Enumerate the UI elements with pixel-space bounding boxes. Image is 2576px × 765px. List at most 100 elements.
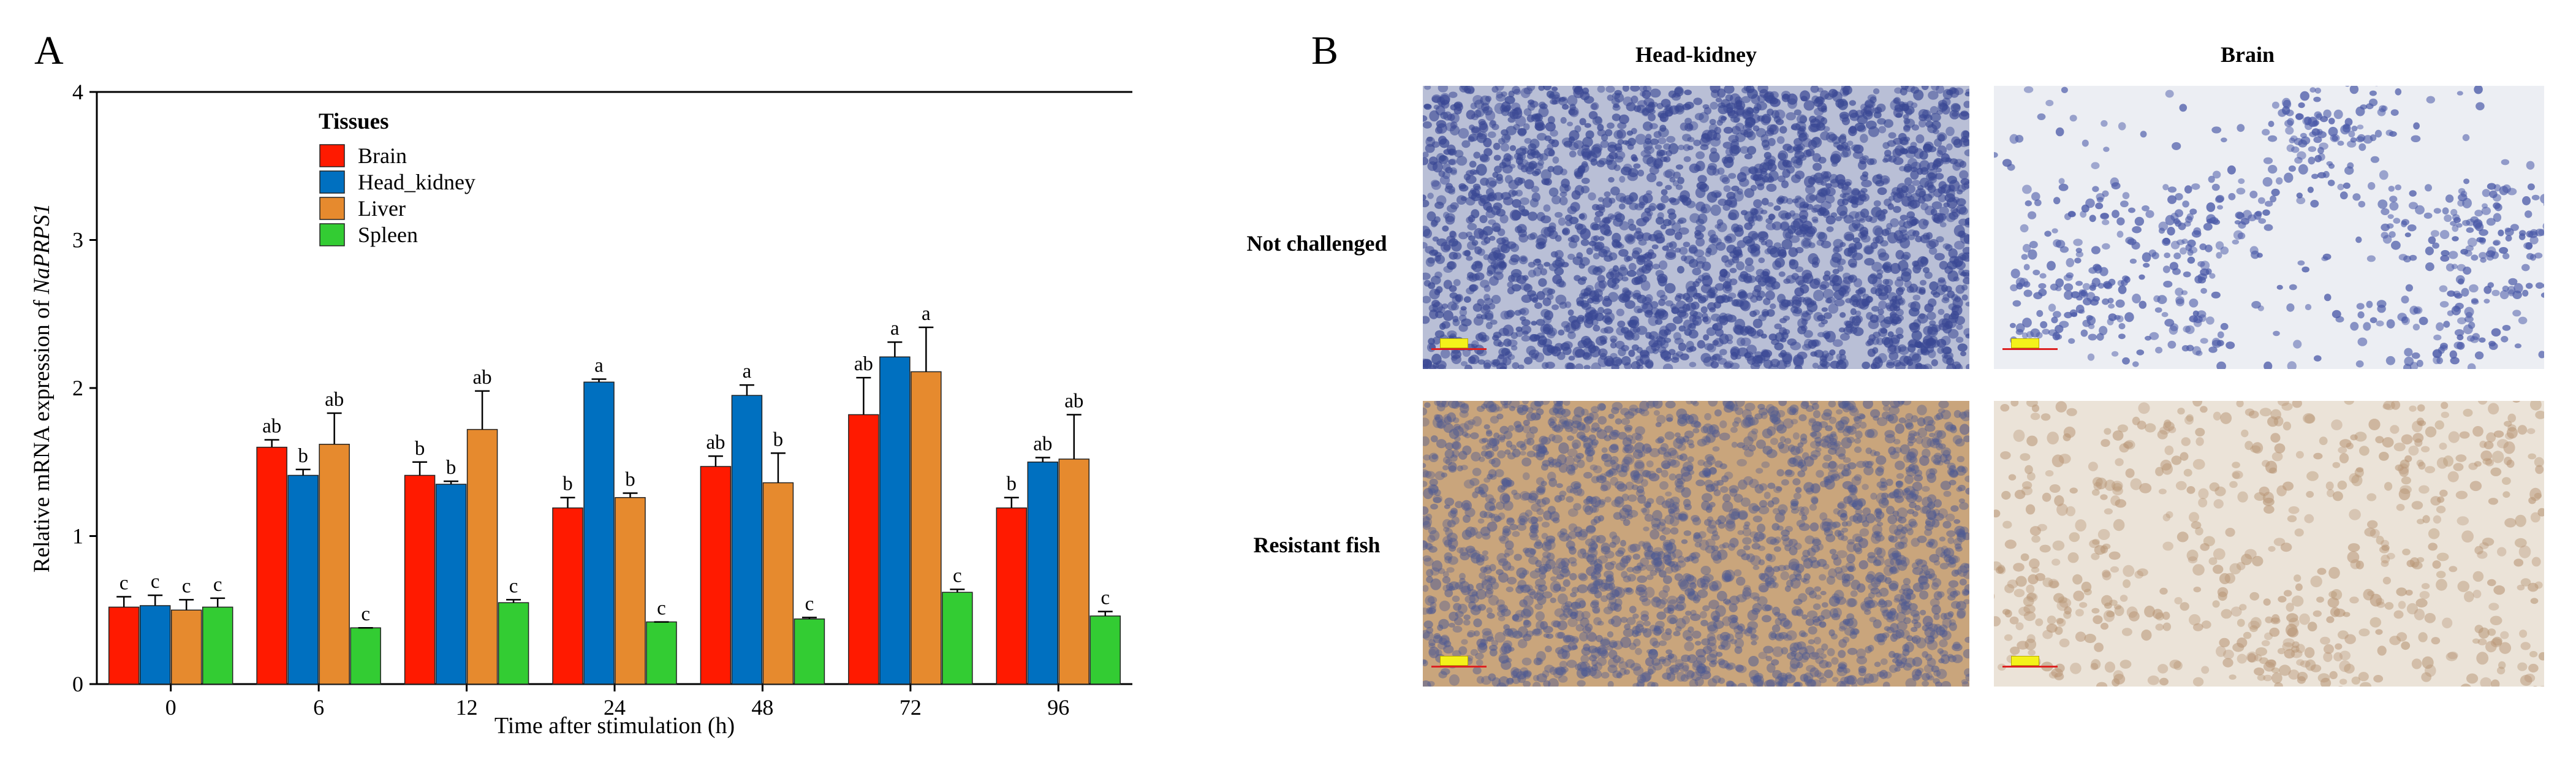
tissue-texture <box>1994 401 2544 687</box>
bar-liver <box>170 609 202 685</box>
significance-label: ab <box>706 432 725 454</box>
legend-swatch-brain <box>319 144 345 167</box>
bar-liver <box>1058 459 1090 685</box>
x-tick-label: 96 <box>1047 695 1069 720</box>
significance-label: a <box>594 355 604 377</box>
legend-swatch-head_kidney <box>319 170 345 194</box>
y-tick-label: 1 <box>72 524 83 549</box>
y-tick-label: 3 <box>72 228 83 253</box>
bar-spleen <box>498 602 529 685</box>
bar-liver <box>319 444 350 685</box>
significance-label: c <box>213 574 222 596</box>
significance-label: c <box>361 603 370 625</box>
x-tick-label: 24 <box>604 695 626 720</box>
significance-label: ab <box>325 389 344 411</box>
row-label-not-challenged: Not challenged <box>1246 231 1387 256</box>
bar-brain <box>996 507 1028 685</box>
significance-label: c <box>657 598 666 620</box>
micrograph-brain-resistant <box>1994 401 2544 687</box>
bar-spleen <box>350 627 381 685</box>
bar-brain <box>108 606 140 685</box>
significance-label: b <box>773 428 784 451</box>
bar-liver <box>762 482 794 685</box>
scale-bar <box>1440 338 1468 348</box>
scale-bar <box>1440 656 1468 666</box>
significance-label: c <box>1100 587 1110 609</box>
legend-swatch-liver <box>319 197 345 220</box>
scale-line <box>2002 348 2058 350</box>
tissue-texture <box>1423 86 1969 369</box>
significance-label: ab <box>1064 390 1083 412</box>
legend-label-brain: Brain <box>358 143 407 168</box>
bar-head_kidney <box>731 395 763 685</box>
bar-head_kidney <box>287 474 319 685</box>
legend-label-liver: Liver <box>358 196 406 221</box>
panel-a-label: A <box>34 28 64 73</box>
significance-label: c <box>805 593 814 615</box>
bar-brain <box>256 446 287 685</box>
y-axis-label: Relative mRNA expression of NaPRPS1 <box>29 204 55 573</box>
bar-head_kidney <box>1027 462 1059 685</box>
significance-label: c <box>509 575 518 597</box>
bar-spleen <box>794 618 825 685</box>
tissue-texture <box>1994 86 2544 369</box>
significance-label: ab <box>1033 433 1052 455</box>
significance-label: a <box>890 318 900 340</box>
y-tick-label: 4 <box>72 80 83 104</box>
scale-line <box>1431 666 1487 668</box>
bar-head_kidney <box>139 605 171 685</box>
tissue-texture <box>1423 401 1969 687</box>
bar-brain <box>848 414 879 685</box>
bar-spleen <box>942 592 973 685</box>
panel-b-label: B <box>1311 28 1339 73</box>
x-axis-label: Time after stimulation (h) <box>494 713 735 739</box>
x-tick-label: 72 <box>900 695 922 720</box>
micrograph-head-kidney-not-challenged <box>1423 86 1969 369</box>
bar-brain <box>552 507 583 685</box>
micrograph-brain-not-challenged <box>1994 86 2544 369</box>
bar-spleen <box>1089 615 1121 685</box>
bar-liver <box>466 428 498 685</box>
x-tick-label: 48 <box>751 695 773 720</box>
significance-label: b <box>1007 473 1017 495</box>
row-label-resistant-fish: Resistant fish <box>1253 533 1381 557</box>
bar-spleen <box>646 621 677 685</box>
bar-head_kidney <box>583 381 615 685</box>
significance-label: b <box>625 468 635 490</box>
significance-label: ab <box>262 416 281 438</box>
legend-label-spleen: Spleen <box>358 223 418 247</box>
scale-bar <box>2011 338 2039 348</box>
bar-head_kidney <box>879 356 911 685</box>
legend-title: Tissues <box>319 109 389 134</box>
scale-bar <box>2011 656 2039 666</box>
significance-label: c <box>953 565 962 587</box>
bar-liver <box>911 371 942 685</box>
significance-label: a <box>743 360 752 382</box>
bar-brain <box>700 466 732 685</box>
bar-head_kidney <box>435 484 467 685</box>
bar-brain <box>404 474 436 685</box>
legend-swatch-spleen <box>319 223 345 246</box>
significance-label: b <box>563 473 573 495</box>
bar-spleen <box>202 606 233 685</box>
significance-label: b <box>298 445 308 467</box>
significance-label: c <box>182 575 191 597</box>
significance-label: b <box>415 438 425 460</box>
significance-label: b <box>446 457 456 479</box>
scale-line <box>2002 666 2058 668</box>
significance-label: c <box>151 571 160 593</box>
x-tick-label: 0 <box>165 695 176 720</box>
significance-label: c <box>119 573 129 595</box>
bar-liver <box>615 497 646 685</box>
column-header-brain: Brain <box>2220 42 2275 67</box>
significance-label: a <box>922 303 931 325</box>
significance-label: ab <box>472 367 491 389</box>
y-tick-label: 2 <box>72 376 83 400</box>
x-tick-label: 6 <box>313 695 324 720</box>
column-header-head-kidney: Head-kidney <box>1635 42 1757 67</box>
significance-label: ab <box>854 353 873 375</box>
y-tick-label: 0 <box>72 672 83 696</box>
micrograph-head-kidney-resistant <box>1423 401 1969 687</box>
x-tick-label: 12 <box>456 695 478 720</box>
